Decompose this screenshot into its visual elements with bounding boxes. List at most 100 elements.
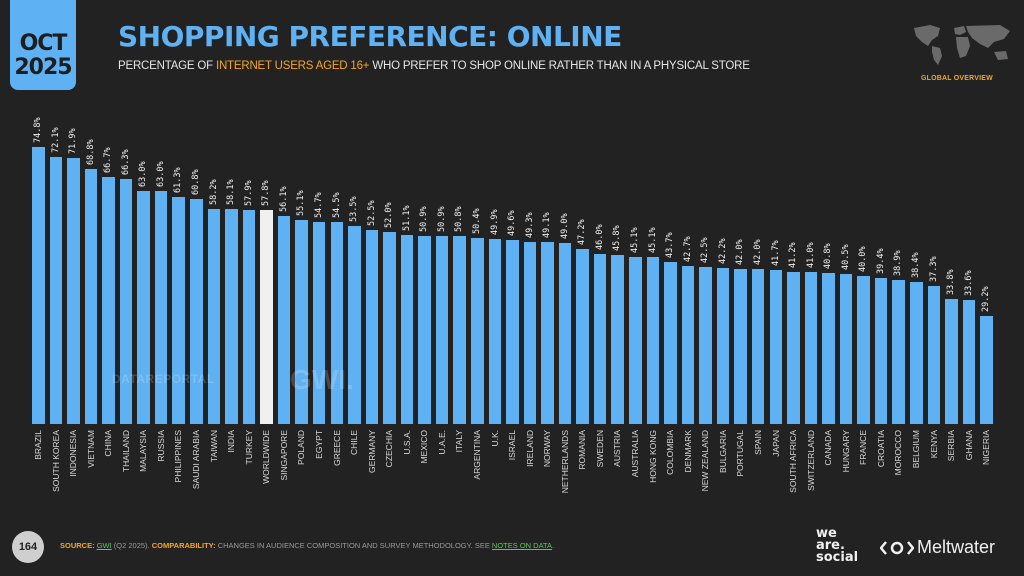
value-label: 55.1% [296,190,307,217]
category-label: MOROCCO [893,430,904,476]
bar-hong-kong [646,257,660,424]
bar-hungary [839,274,853,424]
bar-israel [506,240,519,424]
bar-singapore [277,216,291,424]
bar-italy [453,236,466,424]
category-label: GERMANY [366,430,377,473]
bar-indonesia [67,157,80,424]
source-period: (Q2 2025). [111,541,152,550]
bar-turkey [242,209,256,424]
value-label: 57.8% [261,180,272,207]
value-label: 40.5% [840,244,851,271]
value-label: 49.3% [524,211,535,238]
bar-austria [611,254,624,424]
bar-taiwan [207,208,221,424]
value-label: 33.6% [963,270,974,296]
bar-bulgaria [716,267,730,424]
category-label: WORLDWIDE [261,430,272,484]
value-label: 54.5% [331,192,342,219]
category-label: U.S.A. [401,430,412,455]
category-label: NIGERIA [981,430,992,465]
bar-denmark [681,266,695,424]
logo-line-1: we [816,526,837,541]
bar-croatia [874,278,888,424]
bar-serbia [945,298,958,424]
logo-line-2: are. [816,538,845,553]
value-label: 42.0% [752,239,763,265]
value-label: 37.3% [928,256,939,282]
page-subtitle: PERCENTAGE OF INTERNET USERS AGED 16+ WH… [118,60,750,72]
category-label: SOUTH KOREA [50,430,61,492]
value-label: 45.1% [647,227,658,254]
value-label: 40.8% [823,243,834,270]
bar-new-zealand [699,266,712,424]
category-label: VIETNAM [85,430,96,468]
category-label: TAIWAN [208,430,219,463]
category-label: SOUTH AFRICA [788,430,799,493]
logo-line-3: social [816,550,859,565]
value-label: 58.1% [226,179,237,206]
meltwater-wordmark: Meltwater [917,537,996,557]
category-label: MEXICO [419,430,430,464]
category-label: TURKEY [243,430,254,465]
value-label: 60.8% [191,169,202,196]
gwi-watermark: GWI. [290,364,354,395]
value-label: 68.8% [85,139,96,166]
date-badge: OCT 2025 [10,0,76,90]
bar-belgium [910,281,923,424]
bar-vietnam [84,169,98,424]
datareportal-watermark: DATAREPORTAL [112,372,215,386]
section-label: GLOBAL OVERVIEW [921,75,993,82]
date-year: 2025 [14,55,72,80]
bar-morocco [892,280,905,424]
comparability-text: CHANGES IN AUDIENCE COMPOSITION AND SURV… [215,541,492,550]
world-map-icon [914,25,1010,65]
category-label: NEW ZEALAND [700,430,711,492]
bar-netherlands [558,242,572,424]
bar-egypt [312,221,326,424]
value-label: 39.4% [875,248,886,275]
bar-france [857,276,870,424]
value-label: 40.0% [858,246,869,272]
value-label: 56.1% [278,186,289,213]
bar-sweden [593,253,607,424]
category-label: ITALY [454,430,465,453]
value-label: 72.1% [50,127,61,154]
bar-argentina [471,237,484,424]
bar-u-s-a- [400,234,414,424]
category-label: PHILIPPINES [173,430,184,483]
bar-brazil [32,147,45,424]
category-label: GREECE [331,430,342,466]
bar-saudi-arabia [190,199,203,424]
bar-japan [769,269,783,424]
category-label: DENMARK [682,430,693,473]
source-label: SOURCE: [60,541,95,550]
we-are-social-logo: we are. social [816,526,859,565]
value-label: 45.1% [630,227,641,254]
value-label: 47.2% [577,219,588,246]
bar-norway [541,242,554,424]
category-label: CHINA [103,430,114,457]
source-link[interactable]: GWI [96,541,112,550]
value-label: 43.7% [665,232,676,259]
category-label: SWEDEN [594,430,605,468]
value-label: 54.7% [313,192,324,218]
page-number: 164 [12,531,44,563]
value-label: 63.0% [155,161,166,187]
notes-on-data-link[interactable]: NOTES ON DATA [491,541,553,550]
value-label: 50.4% [472,207,482,234]
category-label: RUSSIA [155,430,166,462]
category-label: SINGAPORE [278,430,289,481]
bar-mexico [418,235,431,424]
value-label: 49.1% [542,212,553,239]
value-label: 38.4% [911,252,921,278]
category-label: IRELAND [524,430,535,467]
subtitle-post: WHO PREFER TO SHOP ONLINE RATHER THAN IN… [369,60,750,72]
bar-switzerland [804,272,818,424]
category-label: U.A.E. [436,430,447,455]
category-label: SPAIN [752,430,763,455]
category-label: EGYPT [313,430,324,459]
notes-end: . [552,541,555,550]
page-title: SHOPPING PREFERENCE: ONLINE [118,20,622,53]
